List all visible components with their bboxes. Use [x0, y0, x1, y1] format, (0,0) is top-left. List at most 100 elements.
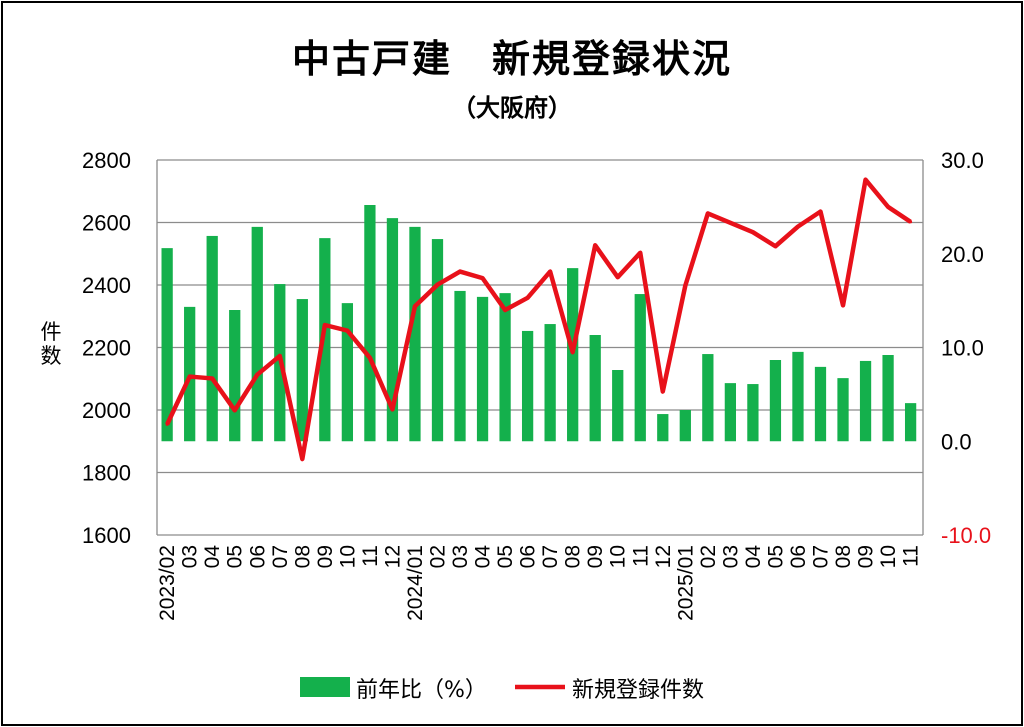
line-point — [909, 220, 913, 224]
x-tick-label: 04 — [201, 545, 224, 569]
line-point — [728, 221, 732, 225]
line-point — [435, 283, 439, 287]
right-tick-label: 30.0 — [941, 148, 984, 173]
legend-swatch-bars — [300, 677, 350, 697]
bar — [882, 355, 894, 442]
bar — [521, 330, 534, 442]
x-tick-label: 03 — [719, 545, 742, 568]
line-point — [751, 230, 755, 234]
x-tick-label: 11 — [359, 545, 382, 567]
bar — [612, 370, 624, 442]
x-tick-label: 2023/02 — [156, 545, 179, 621]
line-point — [616, 275, 620, 279]
bar — [431, 239, 444, 442]
left-tick-label: 1800 — [82, 461, 131, 486]
left-tick-label: 2200 — [82, 336, 131, 361]
x-tick-label: 06 — [517, 545, 540, 568]
y-axis-label: 件数 — [40, 320, 62, 368]
chart-subtitle: （大阪府） — [452, 94, 572, 122]
line-point — [661, 390, 665, 394]
x-tick-label: 09 — [584, 545, 607, 568]
legend-label-line: 新規登録件数 — [572, 678, 705, 703]
line-point — [345, 329, 349, 333]
x-tick-label: 2025/01 — [674, 545, 697, 621]
x-tick-label: 03 — [449, 545, 472, 568]
legend-label-bars: 前年比（%） — [356, 678, 487, 703]
right-tick-label: 0.0 — [941, 429, 972, 454]
left-tick-label: 2400 — [82, 273, 131, 298]
bar — [229, 310, 241, 442]
x-tick-label: 2024/01 — [404, 545, 427, 621]
line-point — [458, 270, 462, 274]
line-point — [683, 284, 687, 288]
line-point — [886, 205, 890, 209]
bar — [769, 360, 782, 442]
bar — [409, 226, 421, 442]
line-series — [165, 177, 912, 462]
x-tick-label: 04 — [742, 545, 765, 569]
line-point — [481, 276, 485, 280]
line-point — [278, 354, 282, 358]
line-point — [526, 296, 530, 300]
line-point — [390, 407, 394, 411]
bar — [476, 296, 489, 442]
x-tick-label: 07 — [539, 545, 562, 568]
line-point — [706, 211, 710, 215]
left-tick-label: 2600 — [82, 211, 131, 236]
bar — [341, 303, 354, 442]
x-tick-label: 11 — [900, 545, 923, 567]
line-point — [773, 244, 777, 248]
x-tick-label: 04 — [472, 545, 495, 569]
line-point — [255, 373, 259, 377]
line-point — [300, 457, 304, 461]
bar — [364, 205, 376, 442]
bar — [859, 360, 872, 442]
bar — [386, 218, 399, 442]
line-point — [796, 225, 800, 229]
x-tick-label: 07 — [809, 545, 832, 568]
x-tick-label: 08 — [562, 545, 585, 568]
bar — [814, 366, 827, 442]
x-tick-label: 09 — [314, 545, 337, 568]
bar — [837, 378, 849, 442]
bar — [589, 335, 601, 442]
bar — [544, 324, 556, 442]
x-tick-label: 06 — [246, 545, 269, 568]
x-tick-label: 08 — [291, 545, 314, 568]
x-tick-label: 02 — [426, 545, 449, 568]
x-tick-label: 07 — [269, 545, 292, 568]
line-point — [864, 178, 868, 182]
line-point — [841, 303, 845, 307]
line-point — [210, 376, 214, 380]
x-tick-label: 05 — [494, 545, 517, 568]
right-tick-label: 10.0 — [941, 336, 984, 361]
line-point — [323, 323, 327, 327]
x-tick-label: 10 — [336, 545, 359, 568]
bar — [184, 306, 196, 442]
bar — [206, 235, 218, 442]
bar — [702, 354, 714, 442]
bar — [747, 384, 759, 442]
line-point — [571, 350, 575, 354]
x-tick-label: 05 — [224, 545, 247, 568]
bar — [567, 268, 579, 442]
x-tick-label: 10 — [607, 545, 630, 568]
line-point — [233, 408, 237, 412]
bar — [319, 238, 331, 442]
x-tick-label: 08 — [832, 545, 855, 568]
bar — [634, 294, 646, 442]
bar — [454, 290, 466, 442]
right-tick-label: -10.0 — [941, 523, 991, 548]
x-tick-label: 12 — [652, 545, 675, 568]
line-point — [548, 270, 552, 274]
line-point — [818, 210, 822, 214]
x-tick-label: 11 — [629, 545, 652, 567]
line-point — [188, 375, 192, 379]
bar — [657, 414, 669, 442]
bar — [904, 403, 917, 442]
line-point — [593, 243, 597, 247]
line-point — [413, 304, 417, 308]
x-tick-label: 09 — [855, 545, 878, 568]
